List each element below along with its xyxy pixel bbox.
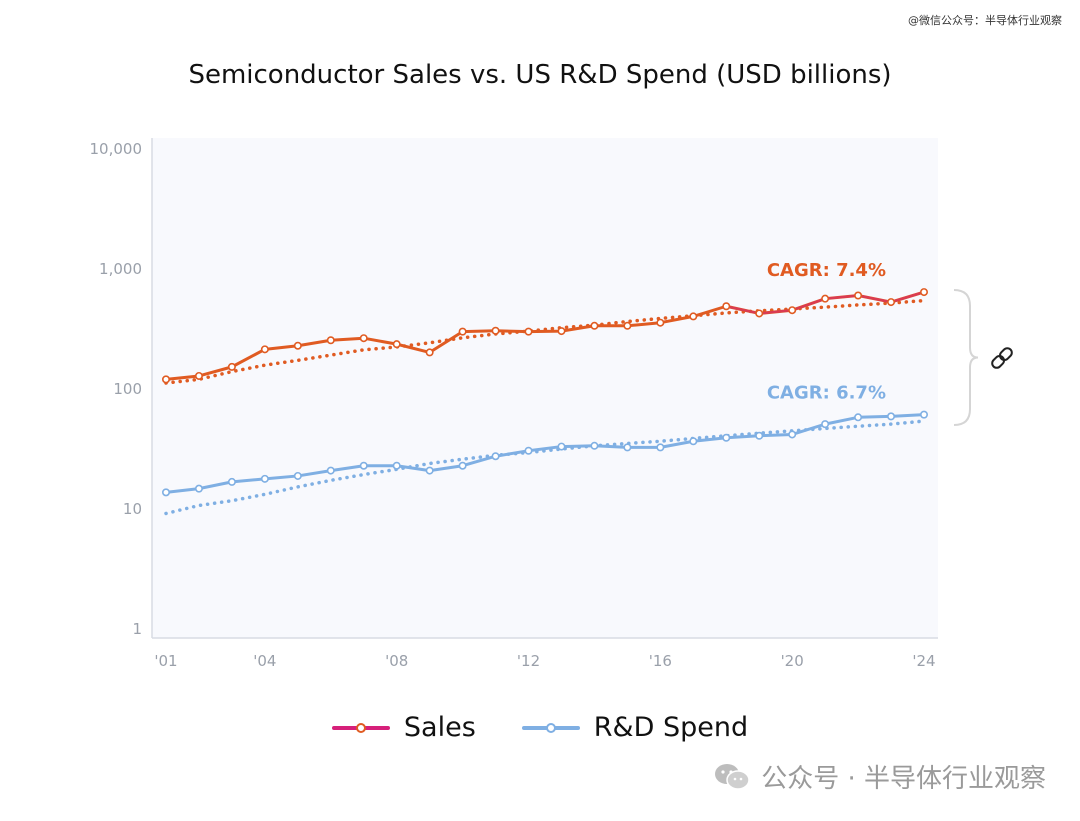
cagr-label-sales: CAGR: 7.4% [767,260,886,281]
y-tick-label: 10,000 [90,140,143,158]
series-line-rd [165,413,925,494]
plot-area [152,138,938,638]
y-tick-label: 10 [123,500,142,518]
data-point-rd [557,442,566,451]
data-point-rd [590,441,599,450]
bracket [953,289,979,426]
legend-item-sales: Sales [331,712,476,743]
data-point-rd [491,452,500,461]
data-point-sales [887,298,896,307]
data-point-sales [788,306,797,315]
data-point-sales [722,302,731,311]
data-point-sales [359,334,368,343]
data-point-rd [162,488,171,497]
data-point-rd [458,461,467,470]
x-tick-label: '24 [912,652,935,670]
link-icon [991,347,1013,369]
y-tick-label: 1,000 [99,260,142,278]
y-tick-label: 1 [132,620,142,638]
legend-label-rd: R&D Spend [593,712,749,743]
data-point-sales [755,309,764,318]
data-point-sales [425,348,434,357]
data-point-rd [722,433,731,442]
data-point-rd [293,471,302,480]
data-point-rd [919,410,928,419]
chart-title: Semiconductor Sales vs. US R&D Spend (US… [188,60,892,90]
data-point-sales [326,336,335,345]
legend-item-rd: R&D Spend [521,712,749,743]
x-tick-label: '01 [154,652,177,670]
data-point-rd [623,443,632,452]
legend-swatch-sales [331,718,390,738]
legend: Sales R&D Spend [0,712,1080,743]
data-point-rd [260,474,269,483]
data-point-sales [623,321,632,330]
wechat-watermark-text: 公众号 · 半导体行业观察 [761,764,1046,794]
data-point-sales [491,326,500,335]
data-point-sales [821,294,830,303]
data-point-rd [359,461,368,470]
y-tick-label: 100 [113,380,142,398]
x-tick-label: '16 [649,652,672,670]
data-point-sales [557,327,566,336]
data-point-rd [854,413,863,422]
data-point-rd [821,420,830,429]
cagr-label-rd: CAGR: 6.7% [767,383,886,404]
data-point-sales [392,340,401,349]
watermark-top: @微信公众号：半导体行业观察 [908,14,1062,27]
x-tick-label: '12 [517,652,540,670]
trend-line-rd [164,419,926,516]
data-point-sales [590,321,599,330]
data-point-sales [293,341,302,350]
data-point-sales [260,345,269,354]
trend-line-sales [164,298,926,385]
wechat-watermark: 公众号 · 半导体行业观察 [713,758,1046,795]
data-point-sales [854,291,863,300]
legend-label-sales: Sales [403,712,476,743]
data-point-sales [689,312,698,321]
data-point-rd [392,461,401,470]
data-point-rd [227,477,236,486]
data-point-sales [162,375,171,384]
x-tick-label: '20 [781,652,804,670]
chart: 1 10 100 1,000 10,000 '01 '04 '08 '12 '16 '20 '24 CA… [90,138,1013,670]
data-point-sales [524,327,533,336]
legend-swatch-rd [521,718,580,738]
data-point-rd [887,412,896,421]
data-point-sales [227,362,236,371]
data-point-rd [755,431,764,440]
data-point-sales [656,318,665,327]
data-point-rd [524,446,533,455]
data-point-rd [689,437,698,446]
data-point-rd [788,430,797,439]
data-point-rd [425,466,434,475]
data-point-rd [194,484,203,493]
x-tick-label: '04 [253,652,276,670]
data-point-sales [458,327,467,336]
data-point-rd [656,443,665,452]
data-point-sales [919,288,928,297]
x-tick-label: '08 [385,652,408,670]
wechat-icon [715,763,750,790]
data-point-rd [326,466,335,475]
data-point-sales [194,371,203,380]
